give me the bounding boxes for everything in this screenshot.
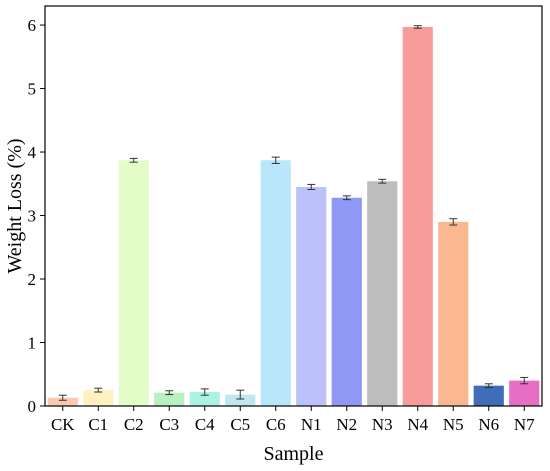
plot-frame (44, 5, 543, 407)
x-tick-label-n3: N3 (372, 415, 393, 434)
bar-n5 (438, 221, 469, 406)
x-tick-label-c1: C1 (88, 415, 108, 434)
y-tick-label: 6 (28, 16, 37, 35)
y-axis-title: Weight Loss (%) (4, 138, 26, 273)
bar-n4 (402, 26, 433, 406)
x-axis-title: Sample (264, 443, 324, 465)
x-tick-label-n5: N5 (443, 415, 464, 434)
error-bar-ck (58, 394, 67, 401)
error-bar-c5 (236, 389, 245, 400)
x-tick-label-c4: C4 (195, 415, 215, 434)
error-bar-c4 (200, 388, 209, 396)
x-tick-label-n4: N4 (407, 415, 428, 434)
error-bar-n4 (413, 25, 422, 29)
y-tick-label: 3 (28, 207, 37, 226)
error-bar-n5 (449, 218, 458, 226)
error-bar-c3 (165, 390, 174, 396)
error-bar-n3 (378, 178, 387, 184)
bar-c1 (83, 390, 114, 406)
y-tick-label: 4 (28, 143, 37, 162)
x-tick-label-ck: CK (51, 415, 75, 434)
y-tick-label: 1 (28, 334, 37, 353)
bar-ck (47, 397, 78, 406)
bar-c6 (260, 160, 291, 406)
x-axis-ticks: CK C1 C2 C3 C4 C5 C6 N1 N2 N3 N4 N5 N6 N7 (51, 406, 535, 434)
y-axis-ticks: 0 1 2 3 4 5 6 (28, 16, 45, 416)
x-tick-label-c5: C5 (230, 415, 250, 434)
y-tick-label: 0 (28, 397, 37, 416)
error-bar-c6 (271, 156, 280, 164)
bars-layer (47, 26, 540, 406)
bar-n1 (296, 186, 327, 406)
error-bar-n2 (342, 195, 351, 201)
error-bar-n6 (484, 383, 493, 389)
y-tick-label: 5 (28, 80, 37, 99)
error-bars-layer (58, 25, 529, 401)
error-bar-c2 (129, 157, 138, 163)
y-tick-label: 2 (28, 270, 37, 289)
x-tick-label-n7: N7 (514, 415, 535, 434)
bar-n6 (473, 385, 504, 406)
bar-c5 (225, 394, 256, 406)
error-bar-n7 (520, 376, 529, 385)
bar-n7 (509, 380, 540, 406)
bar-c2 (118, 160, 149, 406)
bar-c4 (189, 392, 220, 406)
bar-n3 (367, 181, 398, 406)
error-bar-n1 (307, 183, 316, 190)
bar-c3 (154, 392, 185, 406)
bar-n2 (331, 197, 362, 406)
x-tick-label-c6: C6 (266, 415, 286, 434)
x-tick-label-n6: N6 (478, 415, 499, 434)
x-tick-label-c3: C3 (159, 415, 179, 434)
x-tick-label-n2: N2 (336, 415, 357, 434)
x-tick-label-n1: N1 (301, 415, 322, 434)
x-tick-label-c2: C2 (124, 415, 144, 434)
error-bar-c1 (94, 387, 103, 393)
